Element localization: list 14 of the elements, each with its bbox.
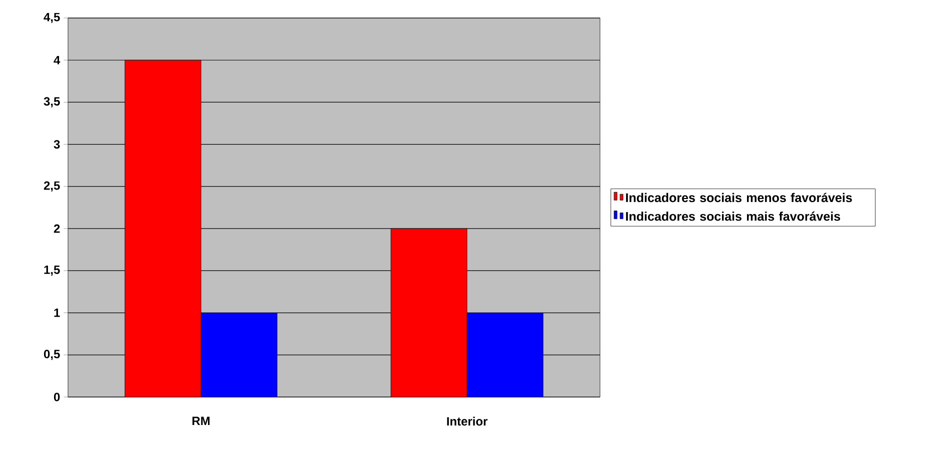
legend-label: Indicadores sociais menos favoráveis [626,192,852,202]
y-tick-label: 4,5 [44,12,60,24]
y-tick-label: 1,5 [44,266,60,276]
legend-label: Indicadores sociais mais favoráveis [626,211,840,221]
y-tick-label: 1 [54,308,60,317]
y-tick-label: 4 [54,56,60,64]
y-tick-label: 0,5 [44,350,60,360]
y-tick-label: 2 [54,224,60,233]
y-tick-label: 2,5 [44,181,60,192]
x-tick-label: Interior [447,416,488,426]
y-tick-label: 0 [54,392,60,402]
y-tick-label: 3 [54,140,60,149]
y-tick-label: 3,5 [44,97,60,108]
x-tick-label: RM [192,416,210,426]
